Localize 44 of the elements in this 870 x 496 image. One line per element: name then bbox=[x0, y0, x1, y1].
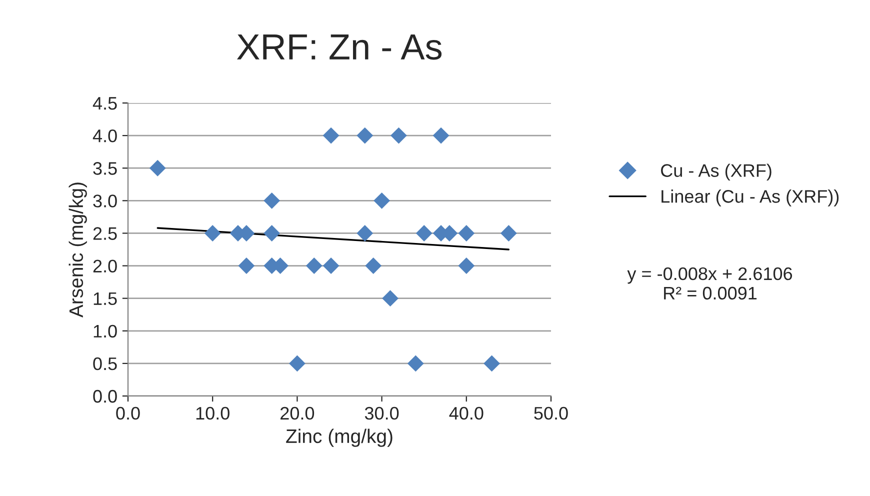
point bbox=[264, 225, 280, 242]
point bbox=[365, 258, 382, 274]
y-tick-label: 0.5 bbox=[93, 357, 117, 370]
point bbox=[458, 258, 475, 274]
point bbox=[407, 355, 424, 372]
y-tick-label: 1.5 bbox=[94, 292, 117, 306]
y-axis-title: Arsenic (mg/kg) bbox=[68, 182, 87, 318]
x-tick-label: 20.0 bbox=[280, 406, 314, 420]
y-tick-label: 3.0 bbox=[93, 194, 117, 208]
point bbox=[382, 290, 398, 307]
x-axis-title: Zinc (mg/kg) bbox=[286, 428, 392, 447]
y-tick-label: 2.5 bbox=[93, 227, 117, 240]
point bbox=[458, 225, 475, 242]
x-tick-label: 30.0 bbox=[364, 406, 399, 420]
point bbox=[416, 225, 432, 242]
text: y = -0.008x + 2.6106 R² = 0.0091 bbox=[627, 267, 792, 300]
point bbox=[374, 192, 390, 209]
y-tick-label: 4.5 bbox=[92, 97, 117, 110]
y-tick-label: 0.0 bbox=[93, 390, 117, 403]
point bbox=[288, 355, 306, 372]
point bbox=[484, 355, 500, 372]
chart-title: XRF: Zn - As bbox=[236, 34, 442, 60]
y-tick-label: 3.5 bbox=[93, 162, 117, 175]
point bbox=[432, 127, 450, 144]
x-tick-label: 0.0 bbox=[116, 406, 140, 420]
point bbox=[306, 258, 322, 274]
x-tick-label: 10.0 bbox=[196, 406, 230, 420]
y-tick-label: 2.0 bbox=[93, 260, 117, 272]
point bbox=[356, 225, 374, 242]
point bbox=[238, 258, 255, 274]
x-tick-label: 50.0 bbox=[534, 406, 568, 420]
point bbox=[322, 258, 340, 274]
x-tick-label: 40.0 bbox=[449, 406, 484, 420]
legend-label: Cu - As (XRF) bbox=[661, 164, 772, 181]
y-tick-label: 4.0 bbox=[92, 129, 117, 142]
legend-label: Linear (Cu - As (XRF)) bbox=[662, 190, 839, 206]
point bbox=[264, 192, 280, 209]
point bbox=[356, 127, 374, 144]
point bbox=[390, 127, 407, 144]
point bbox=[500, 225, 517, 242]
point bbox=[149, 160, 166, 176]
point bbox=[204, 225, 221, 242]
y-tick-label: 1.0 bbox=[94, 324, 117, 338]
point bbox=[322, 127, 340, 144]
